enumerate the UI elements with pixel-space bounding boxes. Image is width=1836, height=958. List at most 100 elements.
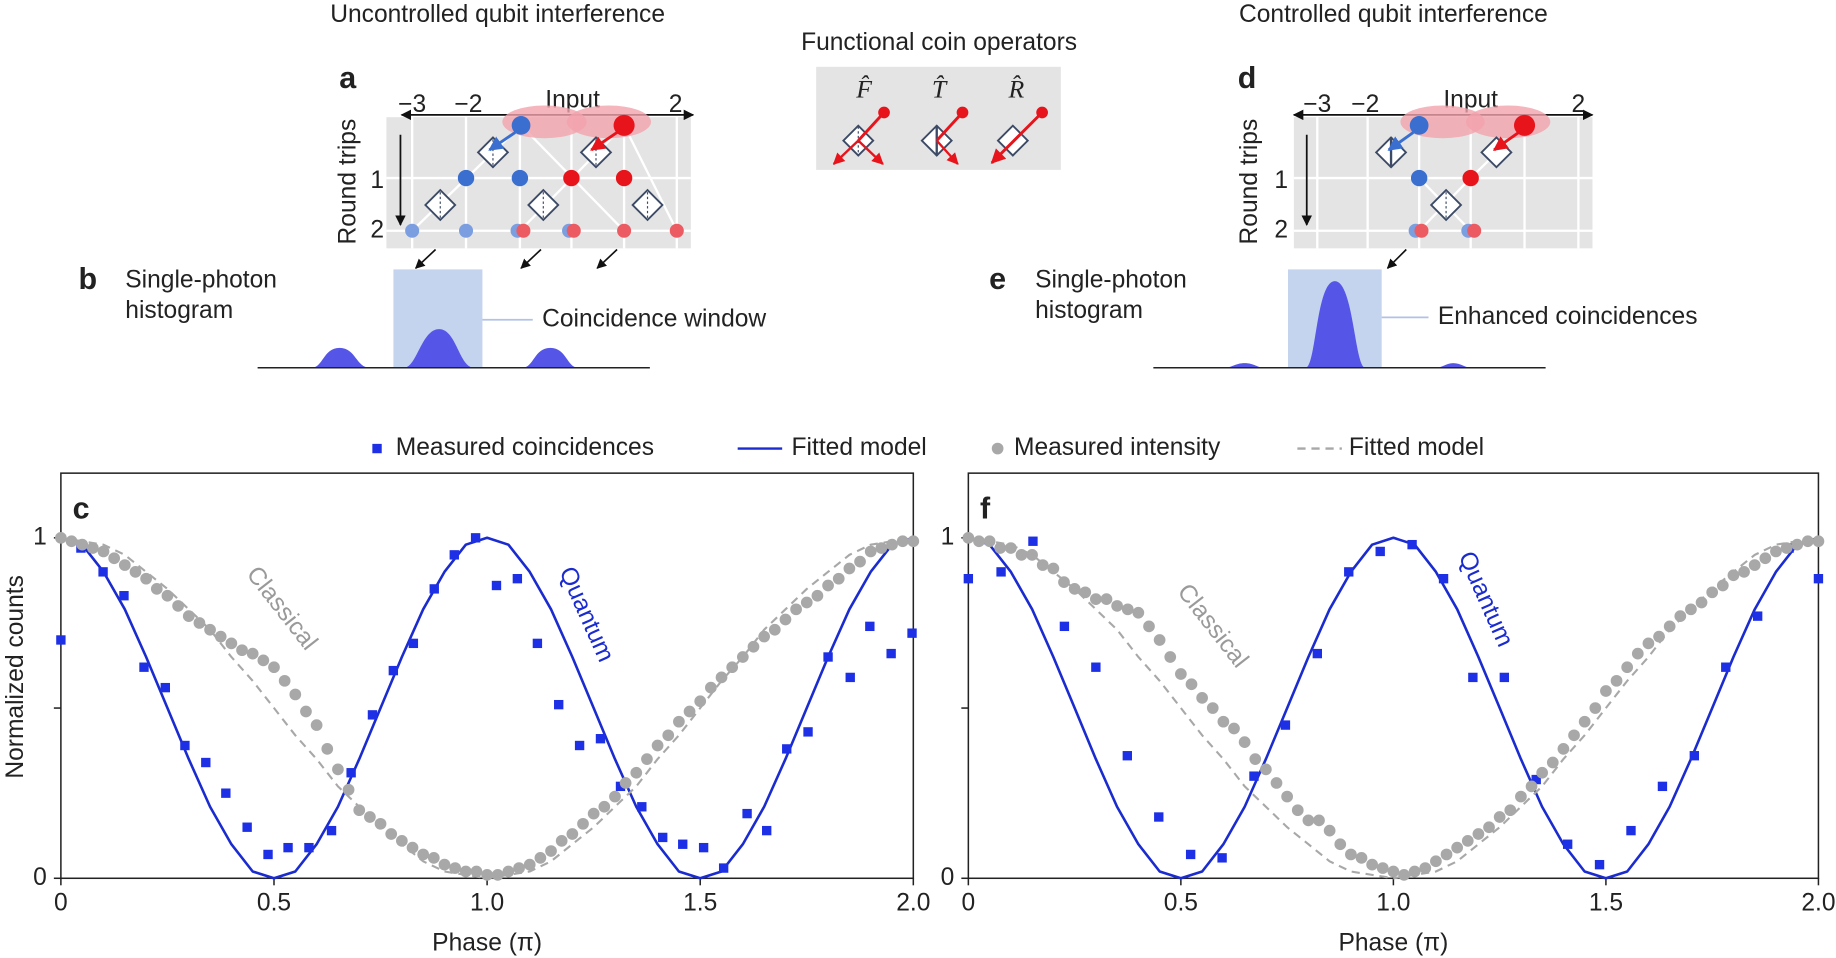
coincidence-point <box>803 727 813 737</box>
halo <box>566 105 652 139</box>
intensity-point <box>342 783 355 796</box>
hump <box>403 329 475 368</box>
histogram-title: Single-photon <box>1035 267 1187 294</box>
intensity-point <box>1164 651 1177 663</box>
intensity-point <box>1504 804 1517 817</box>
row-label: 1 <box>1274 167 1288 194</box>
intensity-point <box>289 688 302 701</box>
legend-label: Measured coincidences <box>396 434 654 461</box>
intensity-point <box>1366 858 1378 871</box>
intensity-point <box>396 834 408 847</box>
panel-label: e <box>989 262 1006 296</box>
panel-label: d <box>1238 61 1257 95</box>
coincidence-point <box>283 842 293 853</box>
intensity-point <box>214 630 227 643</box>
section-title: Uncontrolled qubit interference <box>330 1 665 28</box>
intensity-point <box>800 596 813 609</box>
intensity-point <box>1748 559 1761 571</box>
intensity-point <box>1812 535 1825 548</box>
intensity-point <box>1398 869 1410 881</box>
intensity-point <box>1642 637 1655 650</box>
coincidence-point <box>574 740 585 751</box>
intensity-point <box>513 862 525 874</box>
coincidence-point <box>1499 672 1510 683</box>
intensity-point <box>1546 756 1559 769</box>
intensity-point <box>1663 620 1676 633</box>
intensity-point <box>257 654 270 667</box>
intensity-point <box>150 583 163 595</box>
intensity-point <box>385 828 398 840</box>
intensity-point <box>502 865 515 878</box>
quantum-fit <box>967 536 1819 880</box>
intensity-point <box>246 647 259 660</box>
panel-label: c <box>73 492 90 526</box>
intensity-point <box>1036 559 1049 571</box>
legend-swatch <box>991 442 1004 455</box>
histogram-title: Single-photon <box>125 267 277 294</box>
window-label: Enhanced coincidences <box>1438 303 1698 330</box>
coincidence-point <box>963 574 974 584</box>
intensity-point <box>449 862 461 874</box>
panel-label: a <box>339 61 357 95</box>
coincidence-point <box>1185 849 1196 860</box>
intensity-point <box>896 535 909 548</box>
intensity-point <box>1206 702 1219 714</box>
peak <box>1305 281 1366 368</box>
intensity-point <box>619 777 632 789</box>
dot <box>511 169 529 187</box>
dot <box>516 223 531 238</box>
legend: Measured coincidences Fitted model Measure… <box>372 434 1484 461</box>
coincidence-point <box>388 665 399 676</box>
coincidence-point <box>367 710 378 720</box>
x-tick-label: 2.0 <box>1801 890 1835 917</box>
coincidence-point <box>1689 751 1700 761</box>
decoration <box>631 188 664 222</box>
intensity-point <box>683 705 696 718</box>
dot <box>511 116 531 135</box>
intensity-point <box>1355 852 1368 864</box>
intensity-point <box>1440 848 1453 861</box>
axis-label: −3 <box>1303 91 1331 118</box>
decoration <box>1467 223 1482 238</box>
coincidence-point <box>1280 720 1291 730</box>
intensity-point <box>193 617 206 629</box>
intensity-point <box>278 674 291 687</box>
dot <box>669 223 684 238</box>
intensity-point <box>1419 862 1432 874</box>
intensity-point <box>1260 763 1272 776</box>
intensity-point <box>1302 814 1315 827</box>
decoration <box>1410 169 1428 187</box>
intensity-point <box>1058 576 1070 588</box>
intensity-point <box>523 858 536 871</box>
hump <box>522 347 579 368</box>
x-tick-label: 0.5 <box>1164 890 1198 917</box>
intensity-point <box>1004 542 1017 554</box>
classical-fit <box>60 536 914 880</box>
classical-fit <box>968 536 1819 880</box>
intensity-point <box>1079 586 1092 599</box>
axis-label: 2 <box>669 91 683 118</box>
coincidence-point <box>1531 774 1541 785</box>
intensity-point <box>470 865 483 878</box>
intensity-point <box>1695 596 1708 609</box>
intensity-point <box>1483 821 1495 834</box>
decoration <box>1462 169 1479 187</box>
intensity-point <box>55 531 67 544</box>
y-axis-label: Normalized counts <box>2 575 29 779</box>
intensity-point <box>1493 811 1506 823</box>
x-tick-label: 0.5 <box>257 890 291 917</box>
panel-label: f <box>980 492 991 526</box>
decoration <box>623 124 678 232</box>
intensity-point <box>406 841 419 854</box>
decoration <box>596 248 618 269</box>
coincidence-point <box>762 825 772 836</box>
intensity-point <box>641 753 653 765</box>
coincidence-point <box>56 635 66 645</box>
quantum-fit <box>60 536 914 880</box>
row-label: 1 <box>370 167 384 194</box>
coin-title: Functional coin operators <box>801 29 1077 56</box>
curve-annotation: Classical <box>1172 579 1254 673</box>
coincidence-point <box>1657 781 1668 792</box>
